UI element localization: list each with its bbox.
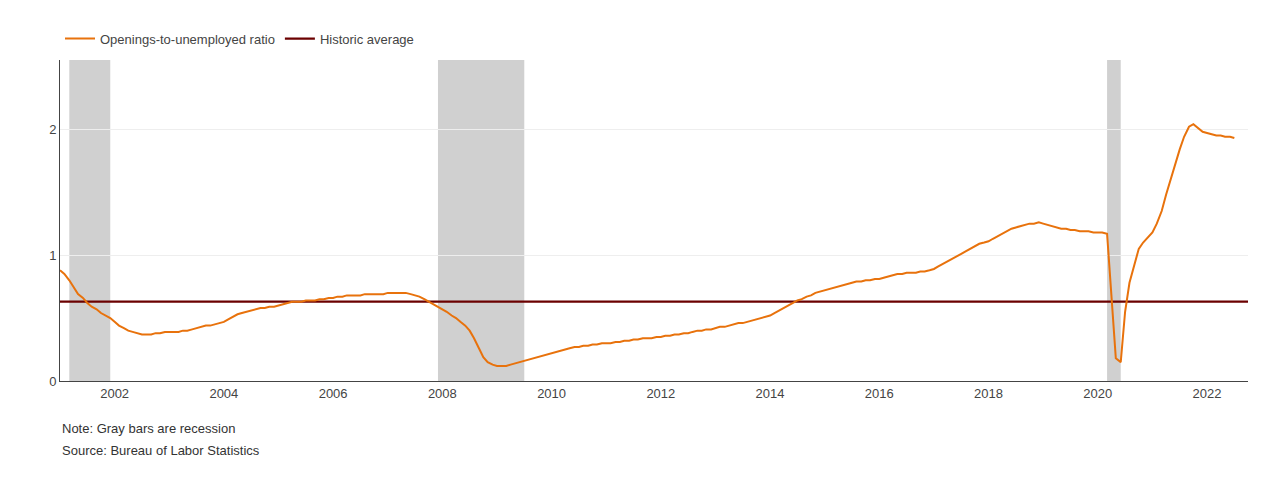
- svg-text:0: 0: [49, 374, 56, 389]
- svg-text:2012: 2012: [646, 386, 675, 401]
- svg-text:2004: 2004: [209, 386, 238, 401]
- svg-text:Source: Bureau of Labor Statis: Source: Bureau of Labor Statistics: [62, 443, 260, 458]
- svg-text:2008: 2008: [428, 386, 457, 401]
- svg-text:2018: 2018: [974, 386, 1003, 401]
- svg-text:Note: Gray bars are recession: Note: Gray bars are recession: [62, 421, 235, 436]
- svg-text:2010: 2010: [537, 386, 566, 401]
- svg-text:2: 2: [49, 122, 56, 137]
- svg-text:Openings-to-unemployed ratio: Openings-to-unemployed ratio: [100, 32, 275, 47]
- svg-text:2020: 2020: [1083, 386, 1112, 401]
- svg-text:2002: 2002: [100, 386, 129, 401]
- svg-text:1: 1: [49, 248, 56, 263]
- svg-text:2006: 2006: [319, 386, 348, 401]
- svg-text:2016: 2016: [865, 386, 894, 401]
- svg-text:2014: 2014: [756, 386, 785, 401]
- svg-text:Historic average: Historic average: [320, 32, 414, 47]
- svg-text:2022: 2022: [1193, 386, 1222, 401]
